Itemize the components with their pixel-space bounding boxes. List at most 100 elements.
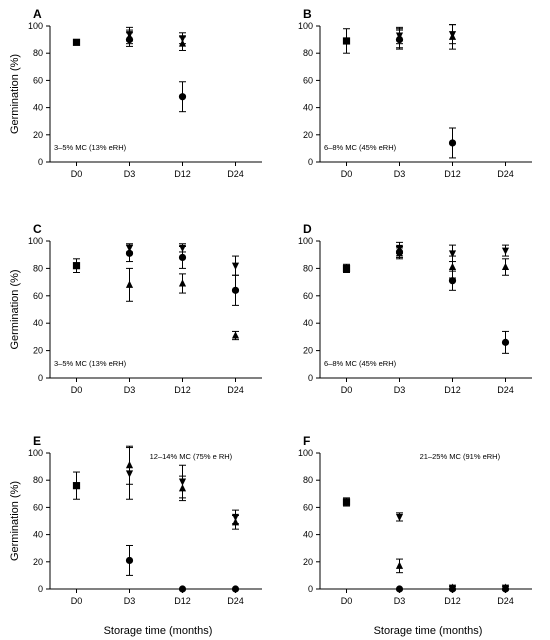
x-tick-label: D24 <box>497 596 514 606</box>
panel-letter: D <box>303 222 312 236</box>
data-point-triangle-up <box>448 262 457 271</box>
y-axis-label: Germination (%) <box>9 269 21 349</box>
x-tick-label: D0 <box>341 596 353 606</box>
y-tick-label: 100 <box>298 21 313 31</box>
y-tick-label: 60 <box>303 291 313 301</box>
x-tick-label: D12 <box>174 596 191 606</box>
data-point-triangle-down <box>125 31 134 39</box>
data-point-circle <box>178 253 187 262</box>
panel-letter: E <box>33 434 41 448</box>
panel-letter: A <box>33 7 42 21</box>
data-point-circle <box>395 585 404 593</box>
x-tick-label: D0 <box>71 596 83 606</box>
y-tick-label: 80 <box>33 475 43 485</box>
y-tick-label: 0 <box>308 584 313 594</box>
data-point-triangle-up <box>395 561 404 569</box>
data-point-triangle-down <box>178 35 187 43</box>
data-point-circle <box>125 556 134 565</box>
x-tick-label: D3 <box>124 596 136 606</box>
data-point-circle <box>178 93 187 101</box>
y-tick-label: 20 <box>303 130 313 140</box>
data-point-triangle-up <box>125 280 134 288</box>
condition-annotation: 21–25% MC (91% eRH) <box>420 452 501 461</box>
y-tick-label: 80 <box>33 263 43 273</box>
y-tick-label: 100 <box>28 21 43 31</box>
condition-annotation: 6–8% MC (45% eRH) <box>324 359 397 368</box>
x-tick-label: D24 <box>227 385 244 395</box>
x-tick-label: D24 <box>227 596 244 606</box>
y-tick-label: 40 <box>303 103 313 113</box>
x-tick-label: D3 <box>394 169 406 179</box>
y-tick-label: 20 <box>303 557 313 567</box>
x-tick-label: D12 <box>174 385 191 395</box>
panel-a: A 0 20 40 60 80 100 D0 D3 D12 D24 Germination (%) 3–… <box>9 7 262 179</box>
panel-e: E 0 20 40 60 80 100 D0 D3 D12 D24 Germination (%) St… <box>9 434 262 637</box>
data-point-square <box>342 498 351 506</box>
y-tick-label: 0 <box>308 373 313 383</box>
y-tick-label: 20 <box>33 130 43 140</box>
data-point-circle <box>448 139 457 147</box>
condition-annotation: 3–5% MC (13% eRH) <box>54 359 127 368</box>
y-tick-label: 60 <box>303 502 313 512</box>
x-tick-label: D0 <box>71 169 83 179</box>
data-point-circle <box>178 585 187 593</box>
data-point-square <box>72 482 81 490</box>
y-axis-label: Germination (%) <box>9 54 21 134</box>
x-tick-label: D3 <box>394 596 406 606</box>
panel-letter: F <box>303 434 310 448</box>
y-tick-label: 80 <box>303 475 313 485</box>
data-point-square <box>342 264 351 272</box>
data-point-triangle-up <box>178 279 187 287</box>
y-tick-label: 100 <box>298 236 313 246</box>
data-point-triangle-up <box>231 331 240 339</box>
x-tick-label: D12 <box>444 596 461 606</box>
y-tick-label: 0 <box>38 373 43 383</box>
y-tick-label: 0 <box>308 157 313 167</box>
x-tick-label: D12 <box>444 169 461 179</box>
x-tick-label: D0 <box>341 385 353 395</box>
x-tick-label: D24 <box>497 169 514 179</box>
panel-c: C 0 20 40 60 80 100 D0 D3 D12 D24 Germination (%) 3–… <box>9 222 262 395</box>
data-point-triangle-down <box>501 584 510 592</box>
data-point-triangle-down <box>178 244 187 253</box>
y-tick-label: 60 <box>303 75 313 85</box>
y-tick-label: 80 <box>33 48 43 58</box>
x-tick-label: D0 <box>341 169 353 179</box>
x-tick-label: D24 <box>497 385 514 395</box>
y-tick-label: 100 <box>28 448 43 458</box>
y-tick-label: 40 <box>303 530 313 540</box>
condition-annotation: 3–5% MC (13% eRH) <box>54 143 127 152</box>
data-point-triangle-down <box>395 32 404 40</box>
y-tick-label: 60 <box>33 75 43 85</box>
data-point-circle <box>231 286 240 294</box>
condition-annotation: 12–14% MC (75% e RH) <box>150 452 233 461</box>
data-point-triangle-down <box>231 513 240 522</box>
x-tick-label: D24 <box>227 169 244 179</box>
y-tick-label: 40 <box>303 318 313 328</box>
data-point-square <box>342 37 351 45</box>
y-tick-label: 20 <box>33 346 43 356</box>
data-point-square <box>72 262 81 270</box>
x-tick-label: D0 <box>71 385 83 395</box>
y-tick-label: 20 <box>33 557 43 567</box>
y-tick-label: 80 <box>303 48 313 58</box>
y-tick-label: 20 <box>303 346 313 356</box>
x-axis-label: Storage time (months) <box>374 625 483 637</box>
y-tick-label: 100 <box>298 448 313 458</box>
y-tick-label: 40 <box>33 103 43 113</box>
x-tick-label: D3 <box>394 385 406 395</box>
data-point-circle <box>448 277 457 285</box>
data-point-triangle-down <box>501 247 510 255</box>
data-point-square <box>72 38 81 46</box>
x-tick-label: D3 <box>124 385 136 395</box>
data-point-triangle-down <box>125 470 134 478</box>
data-point-triangle-down <box>395 244 404 253</box>
data-point-triangle-down <box>448 250 457 258</box>
data-point-triangle-down <box>178 478 187 486</box>
y-tick-label: 40 <box>33 530 43 540</box>
data-point-triangle-down <box>125 244 134 253</box>
y-tick-label: 0 <box>38 584 43 594</box>
y-axis-label: Germination (%) <box>9 481 21 561</box>
